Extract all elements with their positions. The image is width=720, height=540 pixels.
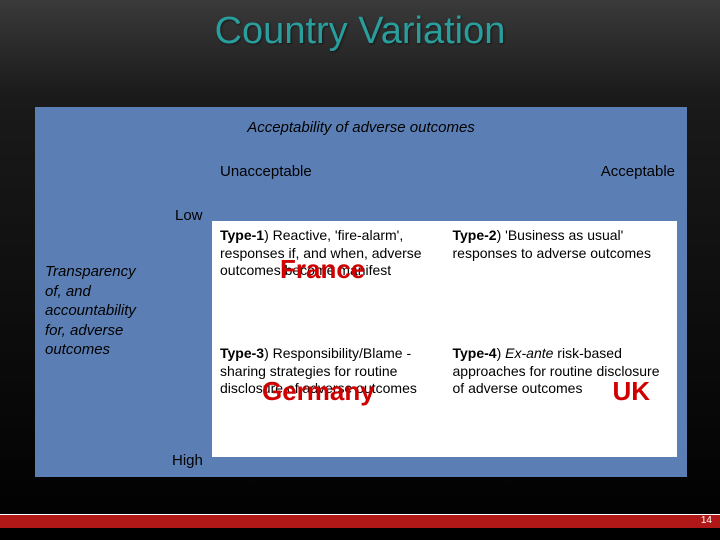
country-france: France xyxy=(280,253,365,286)
cell-type-4: Type-4) Ex-ante risk-based approaches fo… xyxy=(445,339,678,457)
cell-text-2: responses to adverse outcomes xyxy=(453,245,651,261)
matrix-panel: Acceptability of adverse outcomes Unacce… xyxy=(35,107,687,477)
high-label: High xyxy=(172,452,203,469)
top-axis-label: Acceptability of adverse outcomes xyxy=(35,119,687,136)
side-axis-label: Transparency of, and accountability for,… xyxy=(45,262,155,360)
quadrant-grid: Type-1) Reactive, 'fire-alarm', response… xyxy=(212,221,677,457)
footer-bar xyxy=(0,514,720,528)
scale-right-label: Acceptable xyxy=(601,163,675,180)
type-label: Type-3 xyxy=(220,345,264,361)
cell-type-1: Type-1) Reactive, 'fire-alarm', response… xyxy=(212,221,445,339)
cell-text-pre: ) xyxy=(497,345,506,361)
type-label: Type-4 xyxy=(453,345,497,361)
type-label: Type-1 xyxy=(220,227,264,243)
country-uk: UK xyxy=(613,375,651,408)
cell-type-2: Type-2) 'Business as usual' responses to… xyxy=(445,221,678,339)
low-label: Low xyxy=(175,207,203,224)
cell-type-3: Type-3) Responsibility/Blame -sharing st… xyxy=(212,339,445,457)
type-label: Type-2 xyxy=(453,227,497,243)
cell-text: ) 'Business as usual' xyxy=(497,227,624,243)
cell-text-italic: Ex-ante xyxy=(505,345,553,361)
slide-title: Country Variation xyxy=(0,0,720,53)
country-germany: Germany xyxy=(262,375,375,408)
scale-left-label: Unacceptable xyxy=(220,163,312,180)
page-number: 14 xyxy=(701,515,712,526)
